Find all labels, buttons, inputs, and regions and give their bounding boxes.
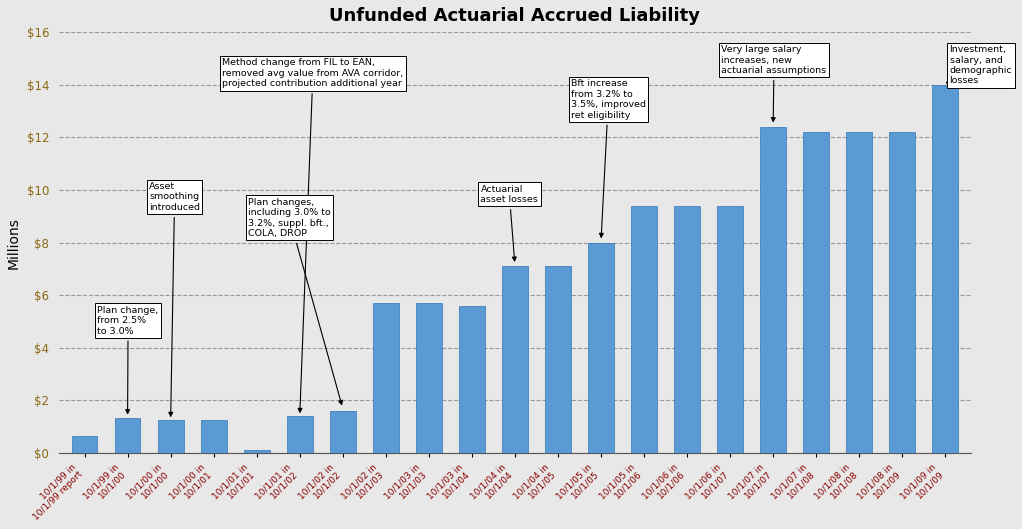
Bar xyxy=(545,266,571,453)
Bar xyxy=(416,303,442,453)
Bar xyxy=(459,306,484,453)
Bar xyxy=(373,303,399,453)
Text: Method change from FIL to EAN,
removed avg value from AVA corridor,
projected co: Method change from FIL to EAN, removed a… xyxy=(222,58,404,412)
Bar xyxy=(114,417,140,453)
Bar xyxy=(330,411,356,453)
Text: Bft increase
from 3.2% to
3.5%, improved
ret eligibility: Bft increase from 3.2% to 3.5%, improved… xyxy=(571,79,646,237)
Text: Very large salary
increases, new
actuarial assumptions: Very large salary increases, new actuari… xyxy=(722,45,827,122)
Bar xyxy=(889,132,915,453)
Bar xyxy=(588,243,614,453)
Text: Investment,
salary, and
demographic
losses: Investment, salary, and demographic loss… xyxy=(946,45,1012,85)
Bar xyxy=(717,206,743,453)
Bar xyxy=(244,451,270,453)
Bar xyxy=(675,206,700,453)
Bar xyxy=(502,266,527,453)
Title: Unfunded Actuarial Accrued Liability: Unfunded Actuarial Accrued Liability xyxy=(329,7,700,25)
Bar xyxy=(157,420,184,453)
Text: Asset
smoothing
introduced: Asset smoothing introduced xyxy=(149,182,200,416)
Bar xyxy=(846,132,872,453)
Text: Plan change,
from 2.5%
to 3.0%: Plan change, from 2.5% to 3.0% xyxy=(97,306,158,414)
Bar xyxy=(932,85,959,453)
Y-axis label: Millions: Millions xyxy=(7,217,20,269)
Bar xyxy=(287,416,313,453)
Bar xyxy=(760,127,786,453)
Text: Actuarial
asset losses: Actuarial asset losses xyxy=(480,185,539,261)
Bar xyxy=(803,132,829,453)
Bar xyxy=(632,206,657,453)
Bar xyxy=(72,436,97,453)
Text: Plan changes,
including 3.0% to
3.2%, suppl. bft.,
COLA, DROP: Plan changes, including 3.0% to 3.2%, su… xyxy=(248,198,342,405)
Bar xyxy=(200,420,227,453)
